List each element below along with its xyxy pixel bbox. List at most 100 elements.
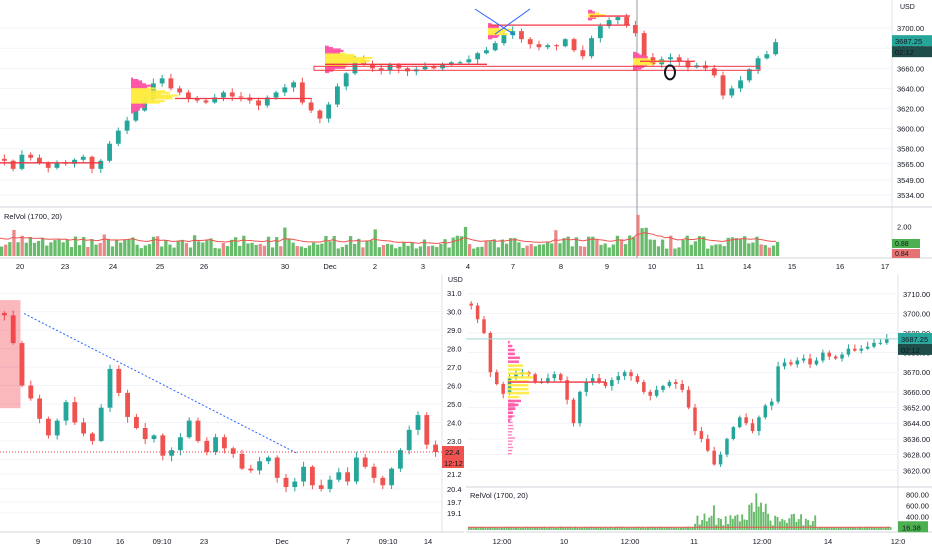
candle-body — [475, 53, 481, 60]
volume-bar — [482, 527, 485, 530]
volume-bar — [398, 246, 402, 256]
volume-bar — [545, 527, 548, 530]
volume-bar — [555, 527, 558, 530]
profile-bar — [131, 100, 165, 103]
volume-profile-2 — [325, 45, 373, 74]
candle-body — [782, 362, 787, 367]
volume-bar — [197, 241, 201, 256]
volume-profile-4 — [588, 9, 605, 21]
x-tick-label: 25 — [156, 262, 164, 271]
volume-bar — [811, 521, 814, 530]
profile-bar — [325, 59, 370, 62]
x-tick-label: 7 — [346, 537, 350, 546]
candle-body — [353, 457, 359, 482]
volume-bar — [621, 526, 623, 530]
volume-bar — [849, 527, 852, 530]
volume-bar — [524, 526, 527, 530]
volume-bar — [486, 527, 489, 530]
profile-bar — [325, 55, 355, 58]
volume-bar — [750, 502, 753, 530]
y-tick-label: 3670.00 — [903, 368, 930, 377]
volume-bar — [127, 239, 131, 256]
volume-bar — [307, 245, 312, 256]
candle-body — [584, 382, 589, 392]
x-tick-label: 7 — [511, 262, 515, 271]
profile-bar — [131, 104, 144, 107]
volume-bar — [98, 242, 102, 256]
volume-bar — [675, 527, 678, 530]
volume-bar — [324, 235, 328, 256]
volume-bar — [287, 238, 291, 256]
x-tick-label: 30 — [281, 262, 289, 271]
volume-bar — [851, 527, 854, 530]
candle-body — [769, 401, 774, 406]
volume-bar — [771, 245, 776, 256]
volume-bar — [677, 247, 681, 256]
profile-bar — [508, 387, 529, 391]
volume-bar — [599, 527, 602, 530]
volume-bar — [870, 526, 873, 530]
y-tick-label: 19.1 — [447, 509, 462, 518]
profile-bar — [588, 14, 605, 17]
volume-bar — [365, 241, 369, 256]
candle-body — [273, 92, 279, 98]
main-chart-pane[interactable]: 3700.003680.003660.003640.003620.003600.… — [0, 0, 932, 273]
candle-body — [545, 45, 551, 48]
x-tick-label: 12:00 — [621, 537, 640, 546]
indicator-tag-bg — [898, 521, 928, 533]
candle-body — [763, 405, 768, 418]
candle-body — [186, 92, 191, 99]
volume-bar — [143, 245, 147, 256]
bottom-left-chart-pane[interactable]: 31.030.029.028.027.026.025.024.023.022.0… — [0, 274, 464, 550]
candle-body — [371, 466, 377, 478]
profile-bar — [508, 446, 514, 449]
candle-body — [124, 120, 130, 131]
candle-body — [422, 66, 428, 70]
volume-bar — [697, 236, 702, 256]
volume-bar — [479, 527, 482, 530]
y-tick-label: 3700.00 — [903, 309, 930, 318]
volume-bar — [106, 239, 111, 256]
bottom-right-chart-pane[interactable]: 3710.003700.003690.003680.003670.003660.… — [466, 274, 932, 550]
candle-body — [720, 75, 726, 96]
timer-tag-text: 12:12 — [444, 459, 463, 468]
candle-body — [282, 87, 288, 93]
candle-body — [629, 372, 633, 377]
x-tick-label: 2 — [373, 262, 377, 271]
y-tick-label: 3710.00 — [903, 290, 930, 299]
position-marker-icon[interactable] — [664, 64, 676, 81]
volume-bar — [566, 527, 569, 530]
volume-bar — [65, 239, 69, 256]
profile-bar — [488, 28, 513, 31]
volume-bar — [238, 245, 242, 256]
y-tick-label: 30.0 — [447, 308, 462, 317]
volume-bar — [875, 527, 878, 530]
candle-body — [309, 466, 315, 486]
bottom-right-chart[interactable]: 3710.003700.003690.003680.003670.003660.… — [466, 274, 932, 550]
volume-bar — [455, 235, 459, 256]
timer-tag-bg — [442, 457, 464, 468]
volume-bar — [554, 230, 558, 256]
candle-body — [265, 457, 271, 462]
profile-bar — [633, 64, 648, 67]
timer-tag-bg — [898, 343, 932, 355]
volume-bar — [828, 527, 831, 530]
candle-body — [680, 384, 684, 390]
profile-bar — [488, 23, 492, 26]
bottom-left-chart[interactable]: 31.030.029.028.027.026.025.024.023.022.0… — [0, 274, 464, 550]
profile-bar — [508, 440, 513, 442]
volume-bar — [665, 527, 668, 530]
candle-body — [37, 157, 42, 163]
candle-body — [615, 17, 621, 21]
main-chart[interactable]: 3700.003680.003660.003640.003620.003600.… — [0, 0, 932, 273]
volume-bar — [623, 527, 626, 530]
volume-bar — [320, 243, 324, 256]
volume-bar — [624, 244, 628, 256]
volume-bar — [504, 243, 509, 256]
volume-bar — [751, 242, 755, 256]
volume-bar — [652, 239, 657, 256]
candle-body — [667, 382, 672, 386]
candle-body — [160, 435, 166, 456]
candle-body — [642, 382, 646, 392]
candle-body — [229, 92, 235, 97]
